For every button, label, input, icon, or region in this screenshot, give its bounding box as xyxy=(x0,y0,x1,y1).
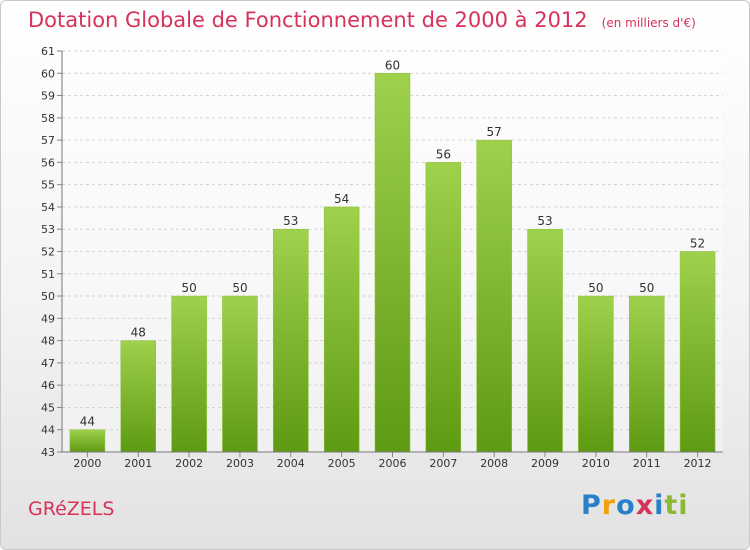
y-tick-label: 45 xyxy=(41,401,55,414)
bar xyxy=(476,139,512,453)
x-tick-label: 2009 xyxy=(531,457,559,470)
logo-letter: r xyxy=(601,490,617,521)
chart-subtitle: (en milliers d'€) xyxy=(601,16,696,30)
bar xyxy=(425,162,462,453)
y-tick-label: 44 xyxy=(41,424,55,437)
y-tick-label: 56 xyxy=(41,156,55,169)
data-label: 53 xyxy=(283,214,298,228)
bar xyxy=(69,429,106,453)
bar xyxy=(578,295,614,453)
logo-letter: o xyxy=(616,490,636,521)
x-tick-label: 2011 xyxy=(633,457,661,470)
y-tick-label: 60 xyxy=(41,67,55,80)
bar xyxy=(222,295,258,453)
data-label: 50 xyxy=(639,281,654,295)
data-label: 54 xyxy=(334,192,349,206)
y-tick-label: 49 xyxy=(41,312,55,325)
commune-name: GRéZELS xyxy=(28,498,115,520)
x-tick-label: 2004 xyxy=(277,457,305,470)
y-tick-label: 46 xyxy=(41,379,55,392)
proxiti-logo[interactable]: Proxiti xyxy=(581,490,689,521)
y-tick-label: 50 xyxy=(41,290,55,303)
x-tick-label: 2001 xyxy=(124,457,152,470)
logo-letter: ti xyxy=(664,490,689,521)
x-tick-label: 2012 xyxy=(684,457,712,470)
x-tick-label: 2005 xyxy=(328,457,356,470)
bar xyxy=(374,73,411,453)
chart-title-text: Dotation Globale de Fonctionnement de 20… xyxy=(28,8,588,32)
y-tick-label: 55 xyxy=(41,179,55,192)
y-tick-label: 51 xyxy=(41,268,55,281)
bar xyxy=(120,340,157,453)
x-tick-label: 2010 xyxy=(582,457,610,470)
data-label: 50 xyxy=(588,281,603,295)
data-label: 50 xyxy=(181,281,196,295)
x-tick-label: 2002 xyxy=(175,457,203,470)
bar xyxy=(273,228,309,453)
y-tick-label: 57 xyxy=(41,134,55,147)
bar xyxy=(679,251,716,453)
chart-title: Dotation Globale de Fonctionnement de 20… xyxy=(28,8,696,32)
y-tick-label: 59 xyxy=(41,90,55,103)
y-tick-label: 54 xyxy=(41,201,55,214)
y-tick-label: 53 xyxy=(41,223,55,236)
y-tick-label: 52 xyxy=(41,246,55,259)
x-tick-label: 2006 xyxy=(379,457,407,470)
bar xyxy=(527,228,563,453)
bar xyxy=(323,206,360,453)
y-tick-label: 43 xyxy=(41,446,55,459)
logo-letter: x xyxy=(635,490,655,521)
data-label: 44 xyxy=(80,415,95,429)
data-label: 57 xyxy=(487,125,502,139)
logo-letter: i xyxy=(654,490,665,521)
x-tick-label: 2000 xyxy=(73,457,101,470)
data-label: 56 xyxy=(436,147,451,161)
x-tick-label: 2003 xyxy=(226,457,254,470)
data-label: 52 xyxy=(690,237,705,251)
bar xyxy=(628,295,665,453)
data-label: 50 xyxy=(232,281,247,295)
data-label: 60 xyxy=(385,58,400,72)
y-tick-label: 48 xyxy=(41,335,55,348)
data-label: 53 xyxy=(537,214,552,228)
x-tick-label: 2007 xyxy=(429,457,457,470)
data-label: 48 xyxy=(131,326,146,340)
logo-letter: P xyxy=(581,490,602,521)
bar xyxy=(171,295,207,453)
y-tick-label: 61 xyxy=(41,45,55,58)
x-tick-label: 2008 xyxy=(480,457,508,470)
y-tick-label: 47 xyxy=(41,357,55,370)
y-tick-label: 58 xyxy=(41,112,55,125)
